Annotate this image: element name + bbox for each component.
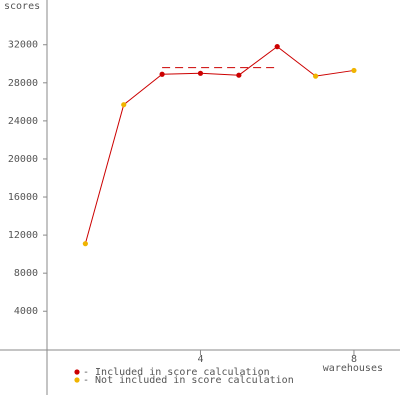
- data-point: [197, 70, 204, 76]
- legend-marker: [74, 369, 80, 375]
- data-point: [121, 102, 127, 108]
- y-tick-label: 16000: [8, 192, 38, 203]
- data-point: [159, 71, 165, 77]
- y-axis-label: scores: [4, 1, 40, 12]
- data-point: [351, 67, 357, 74]
- x-tick-label: 8: [351, 354, 357, 365]
- x-tick-label: 4: [197, 354, 203, 365]
- data-point: [312, 73, 319, 79]
- legend-label: - Not included in score calculation: [83, 375, 294, 386]
- y-tick-label: 28000: [8, 78, 38, 89]
- y-tick-label: 32000: [8, 40, 38, 51]
- data-point: [82, 241, 88, 247]
- x-axis-label: warehouses: [323, 363, 383, 374]
- y-tick-label: 12000: [8, 230, 38, 241]
- y-tick-label: 24000: [8, 116, 38, 127]
- legend-marker: [74, 377, 80, 383]
- y-tick-label: 8000: [14, 268, 38, 279]
- score-line-path: [84, 46, 355, 244]
- data-point: [274, 44, 280, 50]
- legend-label: - Included in score calculation: [83, 367, 270, 378]
- data-point: [236, 72, 242, 78]
- y-tick-label: 20000: [8, 154, 38, 165]
- y-tick-label: 4000: [14, 306, 38, 317]
